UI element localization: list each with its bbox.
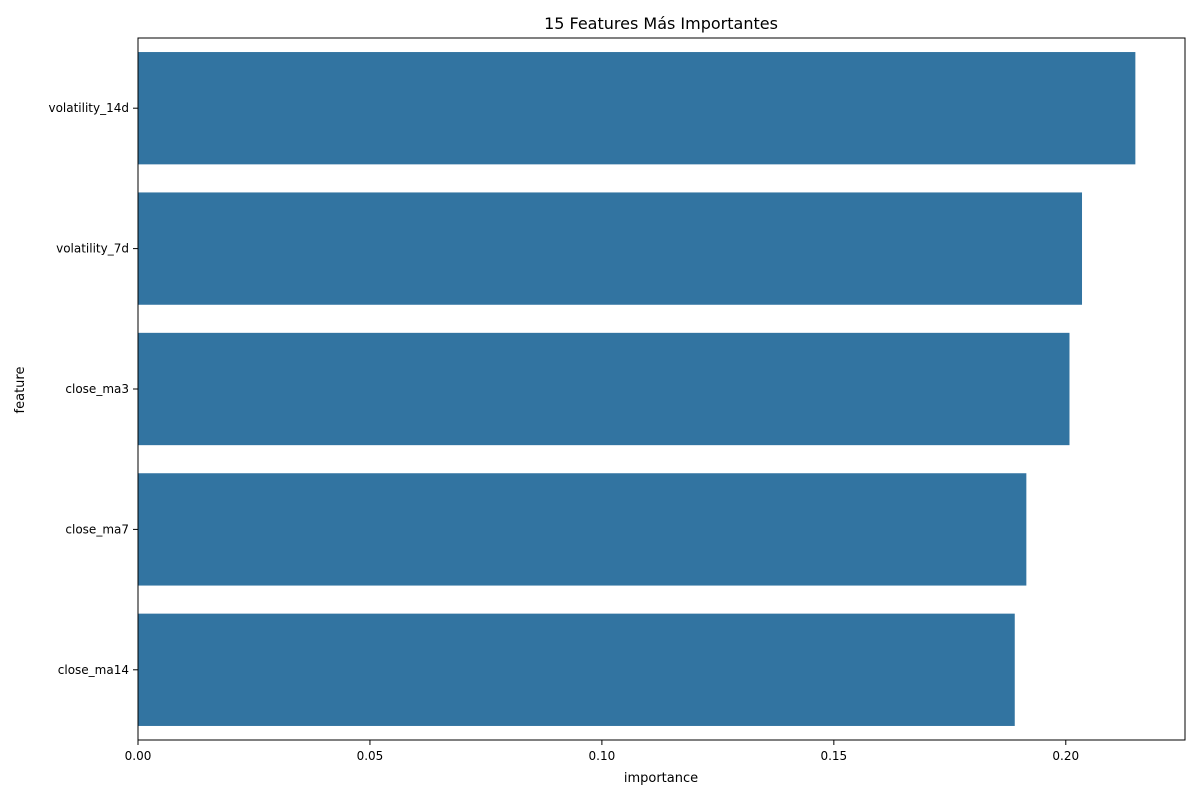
plot-frame <box>137 37 1186 741</box>
x-tick-label: 0.00 <box>125 749 152 763</box>
bars-group <box>138 52 1136 726</box>
x-tick-label: 0.15 <box>820 749 847 763</box>
chart-title: 15 Features Más Importantes <box>544 14 778 33</box>
y-tick-label: volatility_14d <box>48 101 129 115</box>
y-tick-label: volatility_7d <box>56 242 129 256</box>
x-axis-ticks: 0.00 0.05 0.10 0.15 0.20 <box>125 740 1079 763</box>
y-axis-label: feature <box>13 367 28 414</box>
y-tick-label: close_ma7 <box>65 522 129 536</box>
y-tick-label: close_ma14 <box>58 663 129 677</box>
bar-close-ma7 <box>138 473 1027 586</box>
y-tick-label: close_ma3 <box>65 382 129 396</box>
bar-volatility-14d <box>138 52 1136 165</box>
x-axis-label: importance <box>624 771 698 786</box>
bar-close-ma3 <box>138 332 1070 446</box>
bar-volatility-7d <box>138 192 1083 305</box>
y-axis-ticks: volatility_14d volatility_7d close_ma3clos… <box>48 101 138 677</box>
bar-close-ma14 <box>138 613 1015 726</box>
x-tick-label: 0.20 <box>1052 749 1079 763</box>
x-tick-label: 0.05 <box>357 749 384 763</box>
x-tick-label: 0.10 <box>589 749 616 763</box>
